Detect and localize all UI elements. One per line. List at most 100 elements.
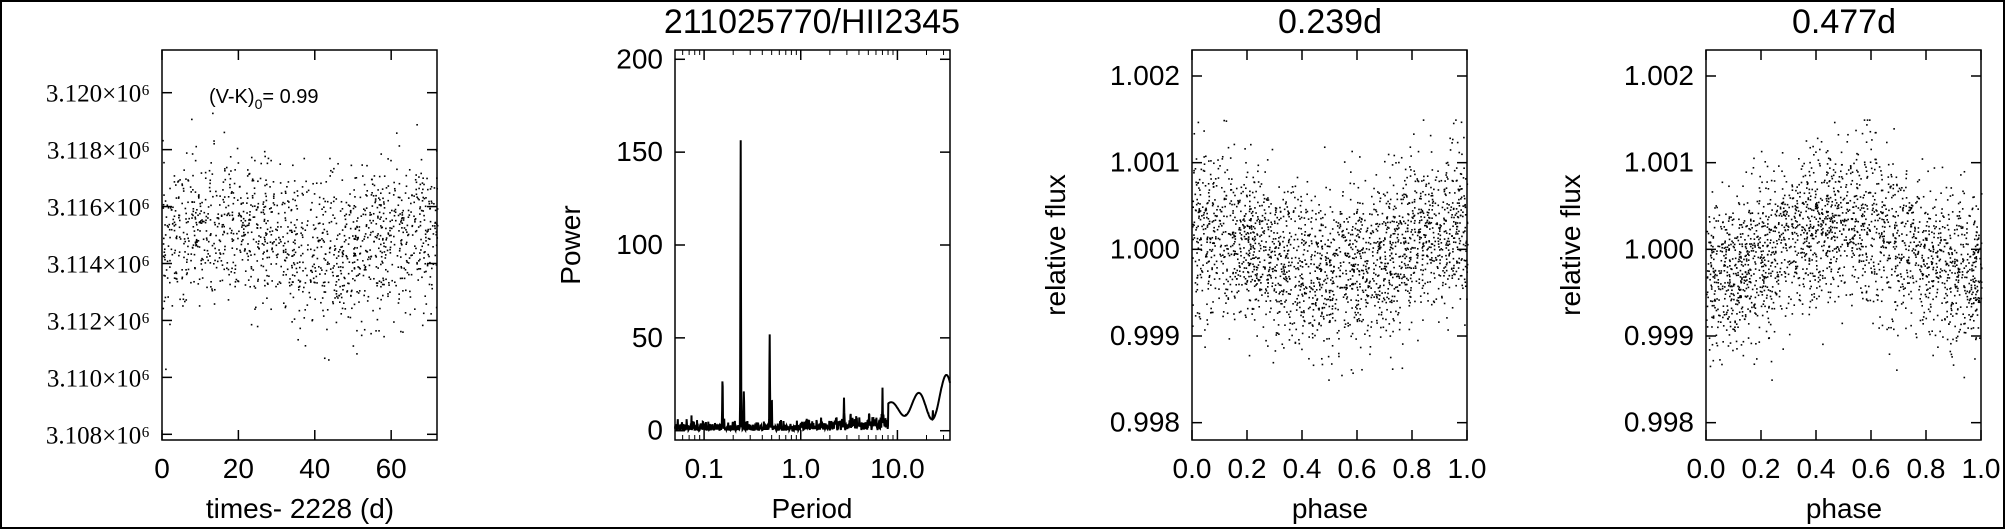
data-point [1399, 220, 1401, 222]
data-point [1750, 219, 1752, 222]
data-point [418, 176, 420, 178]
data-point [1226, 268, 1228, 271]
data-point [1957, 287, 1959, 290]
data-point [385, 187, 388, 189]
data-point [1780, 233, 1783, 236]
data-point [243, 224, 245, 227]
data-point [1913, 235, 1915, 238]
data-point [1430, 303, 1433, 306]
data-point [1252, 176, 1255, 179]
data-point [1722, 243, 1724, 245]
data-point [1740, 344, 1743, 346]
data-point [214, 288, 216, 291]
data-point [1330, 270, 1333, 272]
data-point [207, 213, 209, 215]
data-point [1802, 268, 1804, 270]
data-point [1389, 236, 1392, 238]
data-point [261, 258, 264, 260]
data-point [232, 202, 235, 205]
data-point [424, 251, 426, 253]
data-point [335, 257, 338, 259]
data-point [183, 242, 185, 245]
data-point [1448, 191, 1451, 194]
data-point [1206, 202, 1208, 205]
data-point [1838, 181, 1841, 183]
data-point [1941, 166, 1944, 169]
data-point [341, 252, 344, 255]
data-point [293, 248, 295, 251]
data-point [1394, 245, 1397, 248]
data-point [411, 254, 413, 256]
data-point [1208, 160, 1210, 162]
data-point [1369, 243, 1372, 245]
data-point [1839, 201, 1842, 204]
data-point [1737, 326, 1739, 329]
data-point [1246, 288, 1248, 291]
data-point [1863, 194, 1865, 197]
data-point [1935, 295, 1938, 298]
data-point [1378, 244, 1381, 247]
data-point [1376, 322, 1378, 324]
data-point [1458, 249, 1461, 251]
data-point [1950, 342, 1952, 345]
data-point [1198, 209, 1201, 212]
data-point [1315, 242, 1318, 245]
data-point [263, 279, 266, 282]
data-point [406, 224, 409, 227]
data-point [1810, 245, 1812, 248]
data-point [332, 274, 335, 277]
data-point [1876, 273, 1878, 275]
data-point [1365, 230, 1368, 233]
data-point [1298, 280, 1300, 283]
data-point [298, 288, 300, 291]
data-point [1393, 288, 1396, 290]
data-point [1288, 232, 1291, 234]
data-point [1347, 232, 1350, 234]
data-point [1455, 180, 1458, 182]
data-point [1212, 230, 1215, 232]
data-point [1452, 257, 1455, 260]
data-point [339, 210, 342, 212]
data-point [1800, 211, 1802, 214]
data-point [1288, 313, 1290, 316]
data-point [270, 207, 272, 209]
data-point [1723, 314, 1726, 316]
data-point [1418, 238, 1421, 241]
data-point [1232, 219, 1234, 221]
data-point [1238, 243, 1241, 246]
panel-phase-0239: 0.0 0.2 0.4 0.6 0.8 1.00.9980.9991.0001.0011.… [1040, 3, 1486, 524]
data-point [1421, 279, 1424, 282]
data-point [1805, 206, 1808, 208]
data-point [1421, 245, 1424, 248]
data-point [1267, 345, 1269, 347]
data-point [1932, 245, 1934, 248]
data-point [247, 224, 250, 226]
data-point [364, 267, 366, 269]
data-point [1379, 336, 1382, 338]
data-point [389, 252, 392, 254]
data-point [1437, 287, 1440, 290]
data-point [1388, 297, 1390, 300]
data-point [311, 201, 313, 204]
data-point [1342, 272, 1344, 275]
x-tick-label: 0.6 [1338, 453, 1377, 484]
data-point [1300, 277, 1303, 279]
data-point [1783, 210, 1786, 213]
data-point [1720, 283, 1722, 285]
data-point [1341, 235, 1343, 238]
data-point [373, 277, 375, 280]
data-point [1205, 254, 1207, 256]
data-point [1254, 298, 1257, 301]
data-point [1811, 237, 1814, 240]
data-point [1243, 230, 1246, 233]
data-point [376, 282, 379, 284]
data-point [231, 214, 234, 217]
data-point [1779, 271, 1781, 273]
data-point [260, 162, 263, 165]
data-point [1832, 235, 1835, 238]
data-point [1936, 276, 1939, 279]
data-point [1732, 328, 1734, 330]
data-point [1947, 273, 1950, 276]
data-point [230, 192, 233, 194]
data-point [1377, 301, 1380, 303]
